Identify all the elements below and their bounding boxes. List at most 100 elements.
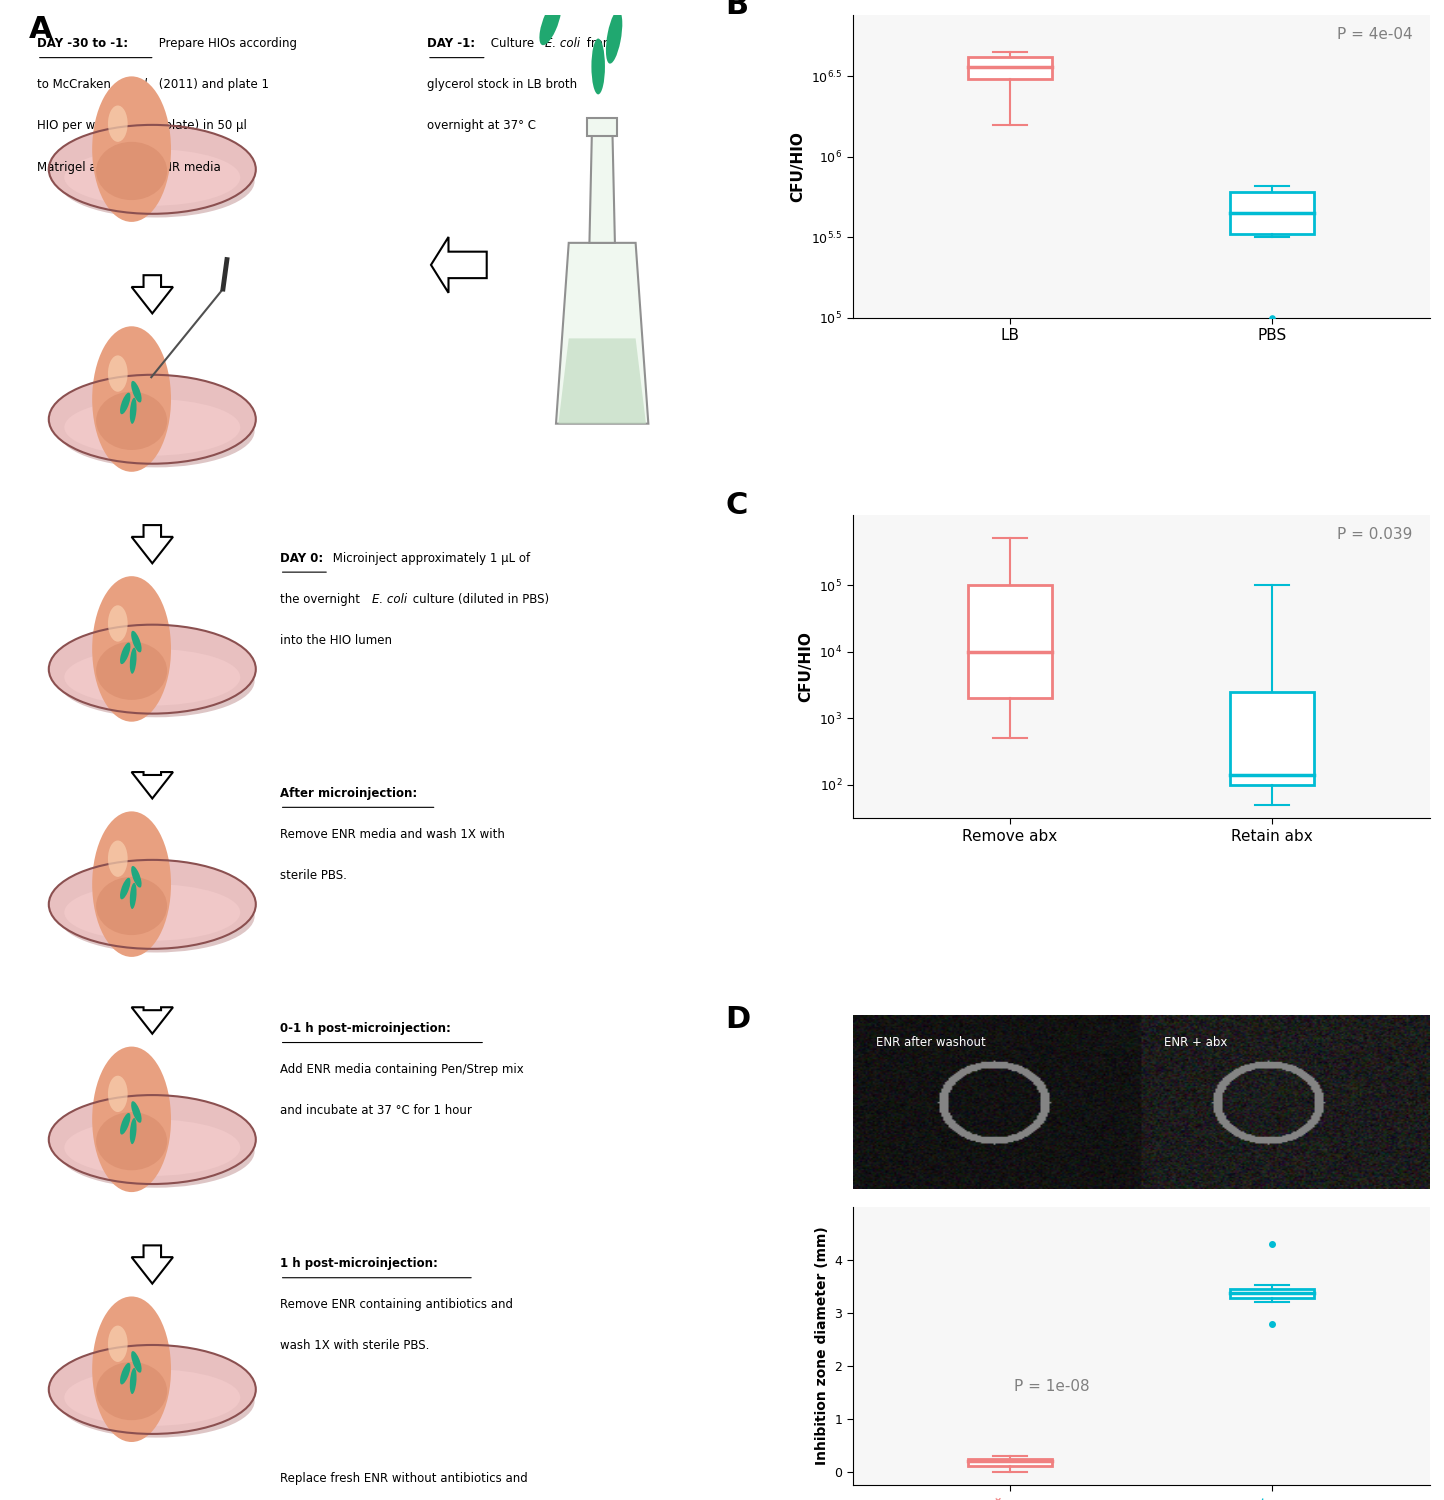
Circle shape <box>108 1326 127 1362</box>
FancyArrow shape <box>131 1245 173 1284</box>
Ellipse shape <box>58 1365 254 1437</box>
Text: P = 0.039: P = 0.039 <box>1337 528 1412 543</box>
Circle shape <box>92 812 170 957</box>
Ellipse shape <box>97 642 168 700</box>
Text: Add ENR media containing Pen/Strep mix: Add ENR media containing Pen/Strep mix <box>280 1064 523 1076</box>
Ellipse shape <box>97 142 168 200</box>
Circle shape <box>92 576 170 722</box>
Point <box>1261 1311 1284 1335</box>
Text: to McCraken: to McCraken <box>38 78 114 92</box>
Y-axis label: CFU/HIO: CFU/HIO <box>790 130 806 203</box>
Text: Replace fresh ENR without antibiotics and: Replace fresh ENR without antibiotics an… <box>280 1472 527 1485</box>
Text: Microinject approximately 1 μL of: Microinject approximately 1 μL of <box>329 552 530 564</box>
Ellipse shape <box>130 648 137 674</box>
FancyBboxPatch shape <box>1230 1288 1314 1298</box>
FancyBboxPatch shape <box>1230 192 1314 234</box>
Point <box>1261 1232 1284 1256</box>
Text: HIO per well (24-well plate) in 50 μl: HIO per well (24-well plate) in 50 μl <box>38 120 247 132</box>
Ellipse shape <box>131 632 142 652</box>
Text: ENR + abx: ENR + abx <box>1164 1036 1227 1048</box>
Ellipse shape <box>65 884 240 940</box>
Circle shape <box>108 1076 127 1112</box>
Text: DAY -30 to -1:: DAY -30 to -1: <box>38 38 129 50</box>
Ellipse shape <box>120 878 130 900</box>
Text: 1 h post-microinjection:: 1 h post-microinjection: <box>280 1257 438 1270</box>
Text: the overnight: the overnight <box>280 592 364 606</box>
Text: P = 4e-04: P = 4e-04 <box>1337 27 1412 42</box>
Ellipse shape <box>58 645 254 717</box>
Text: overnight at 37° C: overnight at 37° C <box>427 120 536 132</box>
FancyBboxPatch shape <box>967 1458 1051 1467</box>
Ellipse shape <box>131 865 142 888</box>
Ellipse shape <box>65 148 240 206</box>
Text: E. coli: E. coli <box>373 592 407 606</box>
Text: glycerol stock in LB broth: glycerol stock in LB broth <box>427 78 578 92</box>
Ellipse shape <box>97 392 168 450</box>
Ellipse shape <box>131 381 142 402</box>
Circle shape <box>92 1296 170 1442</box>
Text: and incubate at 37 °C for 1 hour: and incubate at 37 °C for 1 hour <box>280 1104 472 1118</box>
Ellipse shape <box>49 1095 256 1184</box>
FancyBboxPatch shape <box>967 585 1051 699</box>
Text: P = 1e-08: P = 1e-08 <box>1014 1380 1090 1395</box>
Circle shape <box>92 327 170 472</box>
Ellipse shape <box>49 124 256 214</box>
Text: wash 1X with sterile PBS.: wash 1X with sterile PBS. <box>280 1340 429 1353</box>
Ellipse shape <box>49 1346 256 1434</box>
FancyArrow shape <box>430 237 487 292</box>
Text: sterile PBS.: sterile PBS. <box>280 868 347 882</box>
Bar <box>588 118 617 135</box>
Ellipse shape <box>65 650 240 705</box>
Ellipse shape <box>65 399 240 456</box>
Ellipse shape <box>65 1119 240 1176</box>
Polygon shape <box>556 243 648 423</box>
Circle shape <box>92 76 170 222</box>
Ellipse shape <box>58 144 254 218</box>
Ellipse shape <box>120 1364 130 1384</box>
Text: B: B <box>726 0 749 20</box>
Text: from: from <box>583 38 614 50</box>
Text: ENR after washout: ENR after washout <box>875 1036 985 1048</box>
Text: into the HIO lumen: into the HIO lumen <box>280 634 391 646</box>
Ellipse shape <box>97 1362 168 1420</box>
Circle shape <box>92 1047 170 1193</box>
Ellipse shape <box>634 0 658 13</box>
FancyArrow shape <box>131 1008 173 1034</box>
Ellipse shape <box>606 10 622 63</box>
Ellipse shape <box>49 624 256 714</box>
Ellipse shape <box>120 642 130 664</box>
Ellipse shape <box>49 375 256 464</box>
Text: D: D <box>726 1005 751 1034</box>
Text: E. coli: E. coli <box>544 38 580 50</box>
Ellipse shape <box>573 0 592 3</box>
Text: et al: et al <box>121 78 147 92</box>
Ellipse shape <box>130 398 137 424</box>
Ellipse shape <box>58 1114 254 1188</box>
Polygon shape <box>559 339 645 423</box>
Text: 0-1 h post-microinjection:: 0-1 h post-microinjection: <box>280 1022 451 1035</box>
Circle shape <box>108 840 127 878</box>
FancyBboxPatch shape <box>967 57 1051 80</box>
Circle shape <box>108 606 127 642</box>
Ellipse shape <box>58 879 254 953</box>
Ellipse shape <box>49 859 256 950</box>
Y-axis label: Inhibition zone diameter (mm): Inhibition zone diameter (mm) <box>814 1227 829 1466</box>
Ellipse shape <box>130 1118 137 1144</box>
Text: A: A <box>29 15 52 44</box>
Circle shape <box>108 105 127 142</box>
Ellipse shape <box>97 1112 168 1170</box>
FancyArrow shape <box>131 772 173 798</box>
Text: Culture: Culture <box>487 38 537 50</box>
Point <box>1261 306 1284 330</box>
Text: DAY 0:: DAY 0: <box>280 552 323 564</box>
Text: DAY -1:: DAY -1: <box>427 38 475 50</box>
Ellipse shape <box>120 393 130 414</box>
Ellipse shape <box>131 1352 142 1372</box>
Text: C: C <box>726 490 748 520</box>
Ellipse shape <box>130 884 137 909</box>
Text: Matrigel and 500 μl ENR media: Matrigel and 500 μl ENR media <box>38 160 221 174</box>
Ellipse shape <box>130 1368 137 1394</box>
Ellipse shape <box>120 1113 130 1134</box>
Ellipse shape <box>592 39 605 94</box>
Polygon shape <box>589 135 615 243</box>
